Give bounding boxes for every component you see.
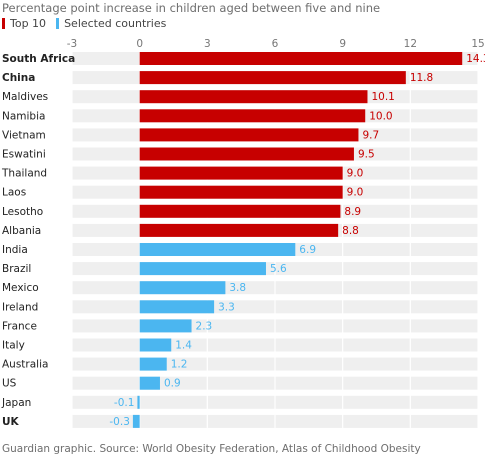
bar [139, 338, 172, 352]
x-tick-label: 3 [204, 38, 211, 50]
value-label: -0.3 [109, 416, 130, 428]
legend-label-top-10: Top 10 [10, 17, 47, 30]
legend-item-selected-countries: Selected countries [56, 17, 166, 30]
value-label: 1.2 [171, 359, 188, 371]
bar [139, 281, 226, 295]
bar [139, 319, 192, 333]
value-label: 14.3 [466, 53, 485, 65]
bar [139, 300, 215, 314]
legend: Top 10 Selected countries [2, 17, 176, 30]
category-label: Albania [2, 225, 41, 237]
legend-label-selected-countries: Selected countries [64, 17, 167, 30]
value-label: 3.8 [229, 282, 246, 294]
bar [139, 223, 339, 237]
bar [139, 166, 343, 180]
bar [139, 185, 343, 199]
value-label: 1.4 [175, 340, 192, 352]
category-label: Mexico [2, 282, 39, 294]
x-tick-label: 0 [136, 38, 143, 50]
category-label: Thailand [1, 168, 47, 180]
value-label: 2.3 [196, 320, 213, 332]
category-label: France [2, 320, 37, 332]
bar [139, 262, 266, 276]
category-label: US [2, 378, 17, 390]
x-tick-label: 15 [471, 38, 484, 50]
category-label: Vietnam [2, 129, 46, 141]
category-label: UK [2, 416, 20, 428]
value-label: 3.3 [218, 301, 235, 313]
value-label: 10.0 [369, 110, 392, 122]
value-label: 9.0 [347, 168, 364, 180]
category-label: China [2, 72, 35, 84]
x-tick-label: -3 [67, 38, 77, 50]
bar [139, 243, 296, 256]
value-label: 9.5 [358, 149, 375, 161]
value-label: 5.6 [270, 263, 287, 275]
category-label: India [2, 244, 28, 256]
bar [139, 128, 359, 142]
category-label: Brazil [2, 263, 31, 275]
source-note: Guardian graphic. Source: World Obesity … [2, 443, 421, 455]
value-label: 0.9 [164, 378, 181, 390]
bar [139, 109, 366, 123]
x-tick-label: 12 [404, 38, 417, 50]
chart-subtitle: Percentage point increase in children ag… [2, 1, 381, 15]
bar [139, 147, 354, 161]
category-label: Lesotho [2, 206, 43, 218]
bar [139, 90, 368, 104]
value-label: -0.1 [114, 397, 135, 409]
bar [137, 395, 140, 409]
category-label: Namibia [2, 110, 45, 122]
bar [139, 357, 167, 371]
value-label: 6.9 [299, 244, 316, 256]
category-label: Japan [1, 397, 31, 409]
value-label: 11.8 [410, 72, 433, 84]
bar [139, 204, 341, 218]
category-label: Australia [2, 359, 48, 371]
category-label: Laos [2, 187, 26, 199]
legend-item-top-10: Top 10 [2, 17, 46, 30]
bar [139, 376, 160, 390]
bar [139, 71, 406, 85]
value-label: 8.9 [344, 206, 361, 218]
bar [139, 52, 463, 65]
category-label: South Africa [2, 53, 75, 65]
bar-chart: -3 0 3 6 9 12 15 South Africa 14.3 China 11.8 Maldi… [1, 38, 485, 428]
x-tick-label: 6 [272, 38, 279, 50]
value-label: 9.7 [362, 129, 379, 141]
category-label: Italy [2, 340, 25, 352]
value-label: 8.8 [342, 225, 359, 237]
value-label: 9.0 [347, 187, 364, 199]
legend-swatch-selected-countries [56, 18, 60, 29]
category-label: Ireland [2, 301, 38, 313]
legend-swatch-top-10 [2, 18, 5, 29]
value-label: 10.1 [371, 91, 394, 103]
category-label: Maldives [2, 91, 48, 103]
bar [132, 414, 140, 428]
category-label: Eswatini [2, 149, 46, 161]
x-tick-label: 9 [339, 38, 346, 50]
